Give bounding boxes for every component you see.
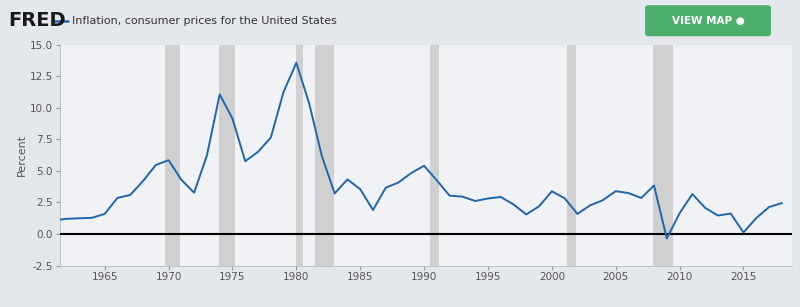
Bar (296, 45, 302, 266)
Bar (566, 45, 576, 266)
Bar (653, 45, 673, 266)
Bar (315, 45, 334, 266)
Y-axis label: Percent: Percent (17, 134, 27, 176)
Bar (166, 45, 180, 266)
Bar (430, 45, 439, 266)
FancyBboxPatch shape (645, 5, 771, 36)
Bar (218, 45, 234, 266)
Text: FRED: FRED (8, 11, 66, 30)
Text: Inflation, consumer prices for the United States: Inflation, consumer prices for the Unite… (72, 16, 337, 26)
Text: VIEW MAP ●: VIEW MAP ● (672, 16, 744, 26)
